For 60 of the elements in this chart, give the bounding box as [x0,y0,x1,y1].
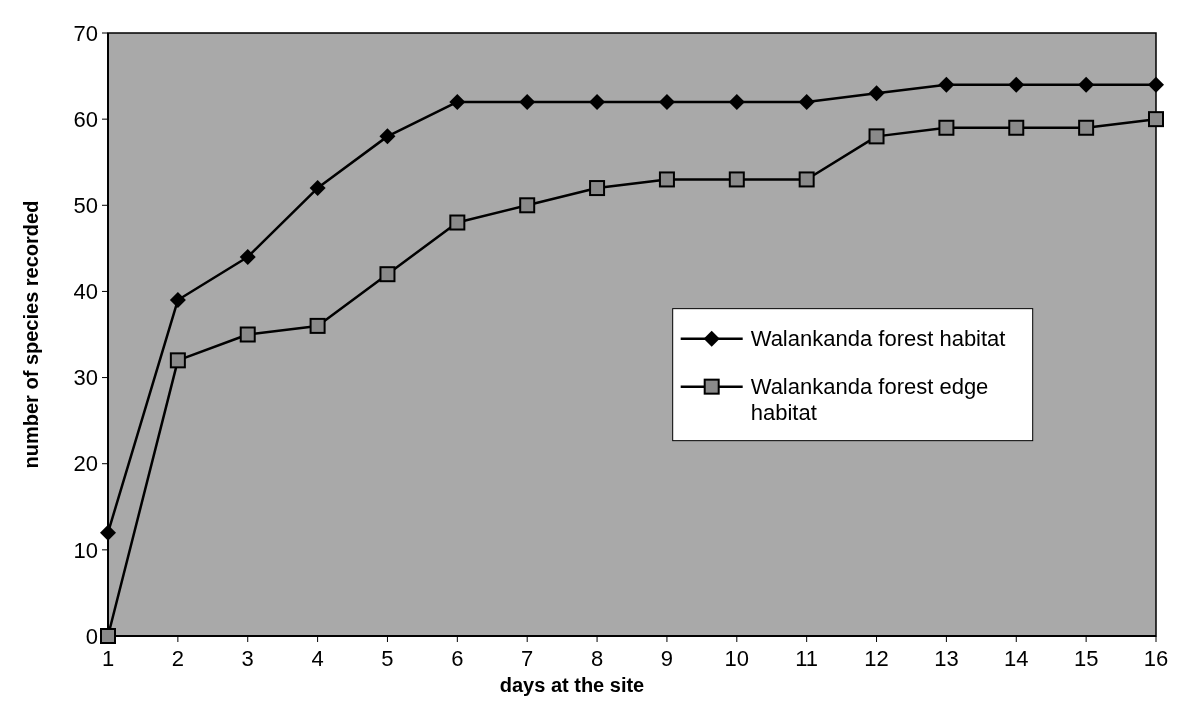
x-axis-title: days at the site [499,674,645,696]
point [868,85,885,102]
point [100,628,116,644]
x-tick-label: 2 [171,646,184,671]
y-tick-label: 60 [73,106,98,132]
point [938,119,955,136]
point [519,93,536,110]
point [309,180,326,197]
point [868,128,885,145]
point [798,93,815,110]
point [1008,119,1025,136]
y-tick-label: 0 [85,623,98,649]
point [100,524,116,541]
x-tick-label: 7 [521,646,534,671]
x-tick-label: 6 [451,646,464,671]
x-tick-label: 10 [724,646,750,671]
point [798,171,815,188]
y-tick-label: 70 [73,20,98,46]
point [589,180,606,197]
point [658,93,675,110]
point [1148,111,1164,128]
point [379,266,396,283]
legend-label: Walankanda forest habitat [750,326,1006,352]
legend-label: Walankanda forest edge habitat [750,374,989,426]
point [1148,76,1164,93]
x-tick-label: 15 [1073,646,1099,671]
point [1078,76,1095,93]
y-tick-label: 10 [73,537,98,563]
point [239,326,256,343]
point [169,292,186,309]
point [589,93,606,110]
y-tick-label: 50 [73,192,98,218]
point [449,214,466,231]
x-tick-label: 3 [241,646,254,671]
point [239,248,256,265]
x-tick-label: 4 [311,646,324,671]
point [1008,76,1025,93]
point [519,197,536,214]
point [449,93,466,110]
point [938,76,955,93]
y-axis-title: number of species recorded [20,200,42,469]
x-tick-label: 8 [590,646,604,671]
x-tick-label: 12 [864,646,889,671]
point [1078,119,1095,136]
x-tick-label: 14 [1004,646,1029,671]
point [309,317,326,334]
x-tick-label: 11 [795,646,819,671]
point [728,171,745,188]
point [379,128,396,145]
y-tick-label: 30 [73,365,98,391]
x-tick-label: 16 [1143,646,1169,671]
x-tick-label: 1 [101,646,115,671]
point [728,93,745,110]
point [169,352,186,369]
x-tick-label: 13 [934,646,959,671]
y-tick-label: 40 [73,279,98,305]
x-tick-label: 5 [381,646,394,671]
point [658,171,675,188]
x-tick-label: 9 [660,646,674,671]
y-tick-label: 20 [73,451,98,477]
